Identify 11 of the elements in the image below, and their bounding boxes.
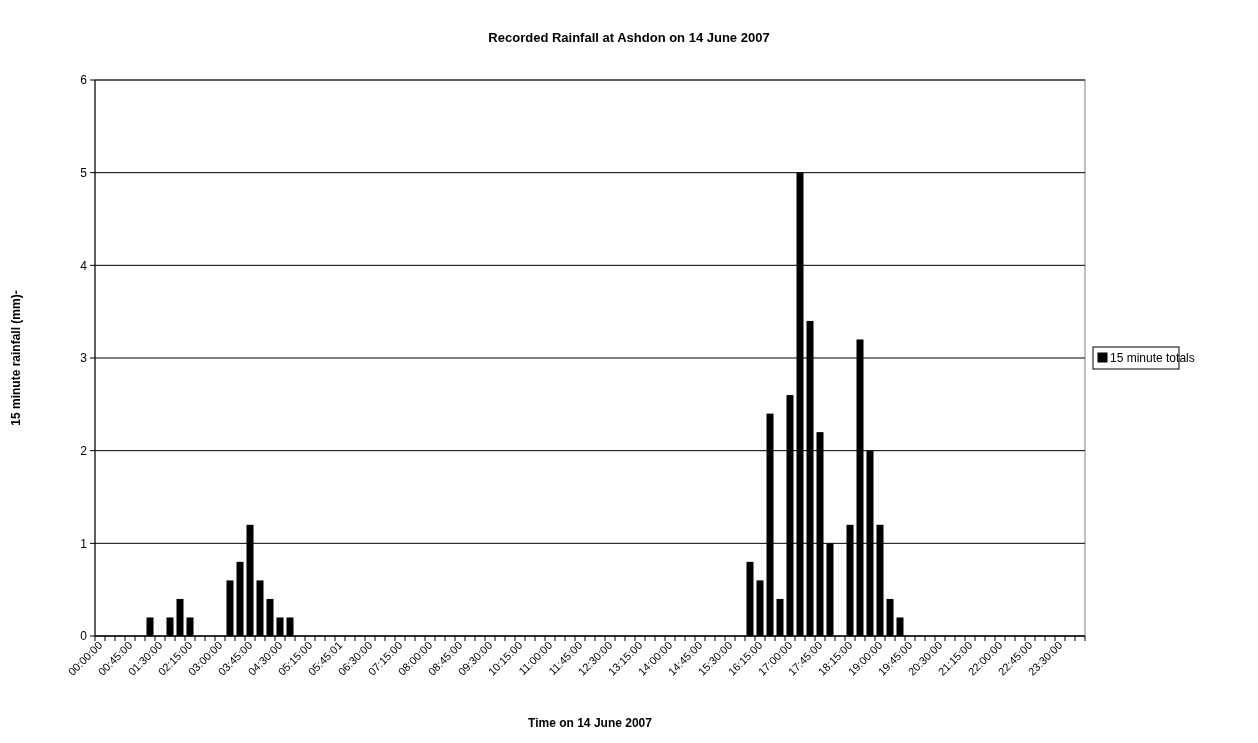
y-tick-label: 5 xyxy=(80,165,88,180)
y-tick-label: 4 xyxy=(80,258,88,273)
y-tick-label: 6 xyxy=(80,73,88,88)
y-tick-label: 3 xyxy=(80,351,88,366)
y-axis-title: 15 minute rainfall (mm)- xyxy=(9,290,23,426)
y-tick-label: 0 xyxy=(80,629,88,644)
chart-title: Recorded Rainfall at Ashdon on 14 June 2007 xyxy=(488,30,770,45)
y-tick-label: 1 xyxy=(80,536,88,551)
legend-label: 15 minute totals xyxy=(1110,351,1195,366)
y-tick-label: 2 xyxy=(80,443,88,458)
x-axis-title: Time on 14 June 2007 xyxy=(528,716,653,730)
